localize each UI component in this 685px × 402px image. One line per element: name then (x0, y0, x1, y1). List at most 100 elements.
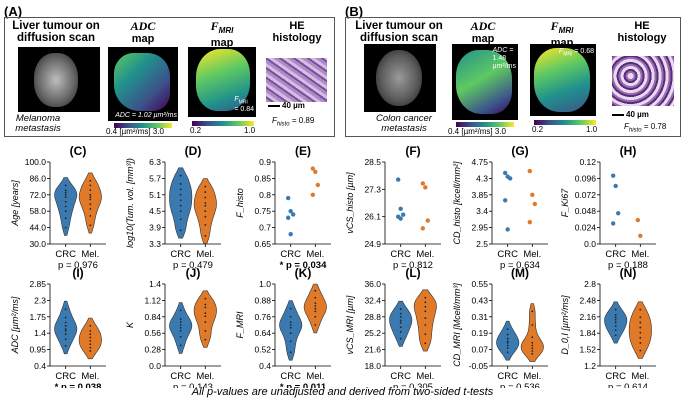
violin-point (179, 329, 182, 332)
strip-point-crc (285, 195, 291, 201)
y-tick-label: 0.9 (259, 157, 271, 167)
violin-point (314, 302, 317, 305)
y-axis-label: log10(Tum. vol. [mm³]) (125, 158, 135, 248)
y-tick-label: 0.84 (144, 312, 161, 322)
violin-point (289, 351, 292, 354)
y-tick-label: 0.76 (254, 312, 271, 322)
y-tick-label: 0.8 (259, 190, 271, 200)
adc-cbar-min-b: 0.4 (448, 127, 460, 136)
violin-point (204, 215, 207, 218)
fmri-value-sub: MRI (238, 99, 248, 105)
violin-point (64, 226, 67, 229)
violin-point (179, 327, 182, 329)
violin-point (64, 338, 67, 341)
x-tick-label: CRC (605, 371, 626, 382)
strip-point-mel (638, 233, 643, 238)
violin-crc (389, 300, 413, 347)
panel-b-adc-map: ADC = 1.48 µm²/ms (452, 44, 518, 120)
violin-point (289, 332, 292, 335)
chart-title: (E) (295, 144, 311, 158)
y-tick-label: 0.65 (254, 239, 271, 249)
strip-point-mel (527, 219, 533, 225)
panel-a-fmri-colorbar (192, 121, 254, 126)
adc-value-unit-b: µm²/ms (492, 63, 516, 70)
violin-point (424, 310, 427, 313)
chart-f: (F) 28.5 27.3 26.1 24.9 vCS_histo [µm] CRC Mel.… (345, 144, 441, 271)
violin-point (64, 316, 67, 319)
violin-point (179, 344, 182, 347)
x-tick-label: CRC (605, 249, 626, 260)
y-tick-label: 2.85 (29, 279, 46, 289)
violin-point (289, 324, 292, 326)
y-tick-label: 1.0 (259, 279, 271, 289)
y-axis-label: F_Ki67 (560, 188, 570, 218)
violin-point (399, 330, 402, 333)
violin-mel (520, 303, 544, 362)
y-tick-label: 0.4 (259, 361, 271, 371)
strip-point-mel (313, 169, 318, 175)
chart-title: (N) (620, 266, 637, 280)
y-tick-label: 0.096 (575, 173, 597, 183)
violin-point (614, 334, 617, 337)
strip-point-mel (530, 192, 535, 197)
p-value-prefix: * p = (55, 382, 78, 388)
panel-a-scale-bar: 40 µm (282, 101, 305, 110)
y-axis-label: vCS_MRI [µm] (345, 295, 355, 354)
strip-point-mel (310, 192, 316, 197)
chart-d: (D) 6.3 5.7 5.1 4.5 3.9 3.3 log10(Tum. vol. [mm… (125, 144, 221, 271)
y-axis-label: CD_histo [kcell/mm²] (452, 161, 462, 245)
y-tick-label: 2.5 (476, 239, 488, 249)
panel-a-fmri-value: FMRI = 0.84 (234, 96, 254, 114)
adc-cbar-unit-b: [µm²/ms] (461, 127, 493, 136)
y-tick-label: 0.0 (584, 239, 596, 249)
y-tick-label: 0.28 (144, 345, 161, 355)
violin-point (89, 193, 92, 196)
x-tick-label: Mel. (81, 371, 99, 382)
violin-point (204, 321, 207, 323)
x-tick-label: CRC (497, 371, 518, 382)
panel-a-col1-title: Liver tumour on diffusion scan (12, 20, 100, 44)
violin-point (424, 333, 427, 336)
strip-point-mel (315, 182, 321, 188)
strip-point-mel (635, 217, 641, 223)
strip-point-crc (613, 183, 618, 189)
y-tick-label: 5.1 (149, 190, 161, 200)
violin-point (399, 308, 402, 310)
violin-point (639, 326, 642, 329)
x-tick-label: Mel. (631, 249, 649, 260)
chart-title: (D) (185, 144, 202, 158)
strip-point-mel (420, 181, 426, 186)
violin-point (179, 218, 182, 221)
y-tick-label: 0.95 (29, 345, 46, 355)
violin-point (314, 315, 317, 318)
strip-point-crc (288, 231, 293, 237)
panel-b-fmri-colorbar (534, 120, 596, 125)
violin-point (639, 336, 642, 339)
p-value: p = 0.976 (58, 260, 98, 271)
y-tick-label: 2.8 (584, 279, 596, 289)
violin-point (64, 308, 67, 311)
x-tick-label: Mel. (306, 249, 324, 260)
p-value-number: 0.038 (78, 382, 102, 388)
y-tick-label: 0.55 (471, 279, 488, 289)
panel-a-fmri-cbar-min: 0.2 (190, 126, 202, 135)
x-tick-label: CRC (170, 371, 191, 382)
y-tick-label: 0.85 (254, 173, 271, 183)
adc-title-main-b: ADC (470, 19, 496, 33)
violin-point (89, 350, 92, 352)
y-tick-label: 0.7 (259, 223, 271, 233)
violin-point (64, 324, 67, 327)
violin-point (64, 329, 67, 332)
x-tick-label: Mel. (196, 249, 214, 260)
strip-point-crc (615, 211, 621, 216)
violin-point (399, 312, 402, 315)
panel-b-fmri-cbar-min: 0.2 (532, 125, 544, 134)
strip-point-crc (507, 176, 513, 181)
y-tick-label: 58.0 (29, 206, 46, 216)
chart-title: (G) (511, 144, 528, 158)
violin-point (179, 199, 182, 202)
fmri-title-main: F (210, 19, 219, 33)
violin-point (89, 339, 92, 342)
violin-point (204, 191, 207, 193)
y-tick-label: 30.0 (29, 239, 46, 249)
